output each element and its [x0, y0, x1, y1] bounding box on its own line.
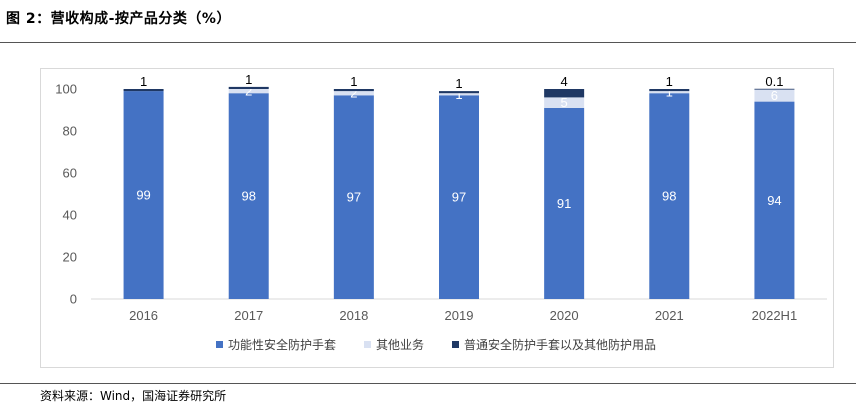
bar-segment-6-1 [754, 89, 795, 102]
bar-segment-4-0 [544, 107, 585, 300]
x-tick-label-5: 2021 [655, 308, 684, 323]
bar-segment-3-1 [439, 93, 479, 96]
data-label-4-0: 91 [557, 196, 571, 211]
bar-segment-5-0 [649, 93, 690, 299]
bar-segment-5-1 [649, 91, 690, 94]
data-label-3-2: 1 [455, 76, 462, 91]
legend-swatch-2 [452, 341, 459, 348]
data-label-1-2: 1 [245, 72, 252, 87]
title-divider [0, 42, 856, 43]
bar-segment-0-0 [123, 91, 164, 299]
data-label-1-0: 98 [241, 189, 255, 204]
x-tick-label-0: 2016 [129, 308, 158, 323]
source-divider [0, 383, 856, 384]
y-tick-label-0: 0 [70, 292, 77, 307]
y-tick-label-4: 80 [63, 124, 77, 139]
stacked-bar-chart: 0204060801009912016982120179721201897112… [55, 72, 827, 352]
data-label-0-0: 99 [136, 188, 150, 203]
data-label-4-1: 5 [561, 95, 568, 110]
y-tick-label-5: 100 [55, 82, 77, 97]
y-tick-label-3: 60 [63, 166, 77, 181]
legend-label-0: 功能性安全防护手套 [228, 337, 336, 352]
data-label-3-0: 97 [452, 190, 466, 205]
data-label-0-2: 1 [140, 74, 147, 89]
source-note: 资料来源：Wind，国海证券研究所 [40, 389, 227, 403]
chart-title: 图 2：营收构成-按产品分类（%） [6, 11, 231, 27]
chart-frame: 0 20 40 60 80 100 99 1 2016 98 2 1 2017 97 2 1 2018 97 1 1 2… [40, 68, 834, 368]
legend-label-1: 其他业务 [376, 337, 424, 352]
bar-segment-0-2 [123, 89, 164, 92]
bar-segment-5-2 [649, 89, 690, 92]
data-label-2-1: 2 [350, 86, 357, 101]
bar-segment-6-2 [754, 88, 795, 90]
bar-segment-4-1 [544, 97, 585, 108]
bar-segment-2-1 [333, 91, 374, 96]
data-label-3-1: 1 [455, 87, 462, 102]
x-tick-label-1: 2017 [234, 308, 263, 323]
y-tick-label-2: 40 [63, 208, 77, 223]
legend-swatch-0 [216, 341, 223, 348]
data-label-5-2: 1 [666, 74, 673, 89]
legend-label-2: 普通安全防护手套以及其他防护用品 [464, 337, 656, 352]
x-tick-label-4: 2020 [550, 308, 579, 323]
bar-segment-4-2 [544, 89, 585, 98]
bar-segment-1-2 [228, 86, 269, 89]
data-label-6-1: 6 [771, 88, 778, 103]
data-label-5-1: 1 [666, 85, 673, 100]
bar-segment-1-0 [228, 93, 269, 299]
bar-segment-3-0 [439, 95, 479, 299]
bar-segment-1-1 [228, 89, 269, 94]
x-tick-label-6: 2022H1 [752, 308, 798, 323]
data-label-2-0: 97 [347, 190, 361, 205]
data-label-1-1: 2 [245, 84, 252, 99]
bar-segment-2-2 [333, 89, 374, 92]
data-label-2-2: 1 [350, 74, 357, 89]
x-tick-label-3: 2019 [445, 308, 474, 323]
data-label-4-2: 4 [561, 74, 568, 89]
bar-segment-2-0 [333, 95, 374, 299]
bar-segment-6-0 [754, 101, 795, 299]
data-label-6-0: 94 [767, 193, 781, 208]
bar-segment-3-2 [439, 91, 479, 94]
x-tick-label-2: 2018 [339, 308, 368, 323]
data-label-5-0: 98 [662, 189, 676, 204]
y-tick-label-1: 20 [63, 250, 77, 265]
legend-swatch-1 [364, 341, 371, 348]
data-label-6-2: 0.1 [765, 74, 783, 89]
